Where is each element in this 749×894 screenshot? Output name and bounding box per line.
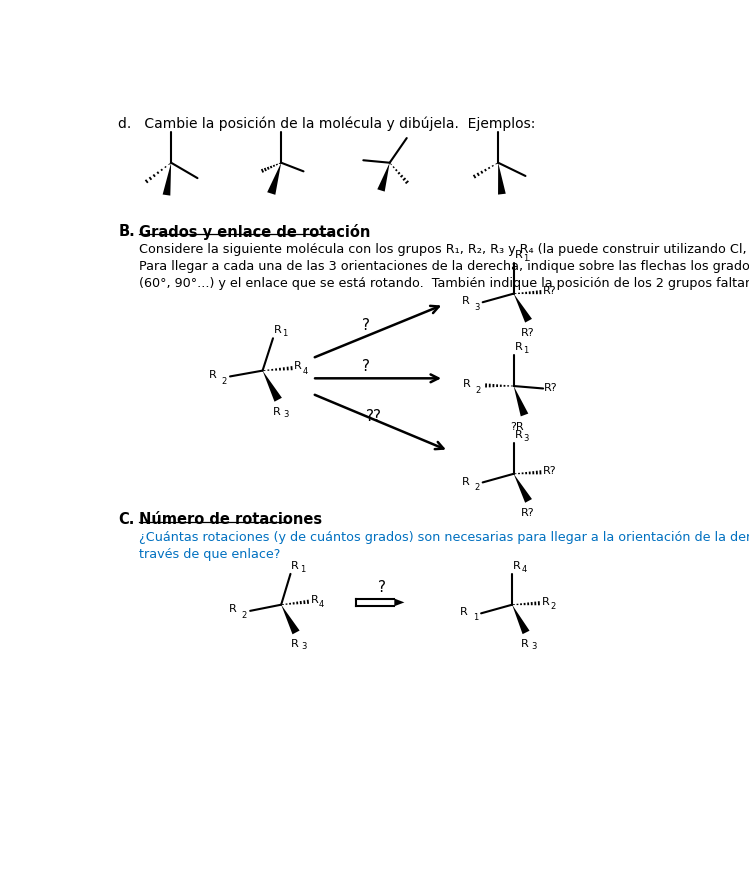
Text: 3: 3 xyxy=(283,409,288,418)
Polygon shape xyxy=(514,386,528,417)
Text: 3: 3 xyxy=(523,434,528,443)
Text: R: R xyxy=(229,604,237,614)
Polygon shape xyxy=(514,474,532,502)
Text: R: R xyxy=(291,561,299,571)
Text: R: R xyxy=(461,477,470,486)
Text: R: R xyxy=(513,561,521,571)
Polygon shape xyxy=(498,163,506,195)
Text: ?: ? xyxy=(363,359,371,375)
Polygon shape xyxy=(281,604,300,635)
Text: R: R xyxy=(464,379,471,389)
Text: 2: 2 xyxy=(242,611,247,620)
Text: Para llegar a cada una de las 3 orientaciones de la derecha, indique sobre las f: Para llegar a cada una de las 3 orientac… xyxy=(139,260,749,273)
Text: 1: 1 xyxy=(473,613,478,622)
Text: R?: R? xyxy=(521,508,535,518)
Text: R: R xyxy=(515,430,522,440)
Text: R: R xyxy=(294,361,302,372)
Text: 1: 1 xyxy=(523,346,528,355)
Text: B.: B. xyxy=(118,224,135,240)
Text: 4: 4 xyxy=(303,367,308,375)
Text: través de que enlace?: través de que enlace? xyxy=(139,548,280,561)
Text: 2: 2 xyxy=(474,484,479,493)
Text: Considere la siguiente molécula con los grupos R₁, R₂, R₃ y R₄ (la puede constru: Considere la siguiente molécula con los … xyxy=(139,243,749,256)
Text: ?: ? xyxy=(378,580,386,595)
Text: R: R xyxy=(273,407,281,417)
Text: 2: 2 xyxy=(222,376,227,385)
Polygon shape xyxy=(263,371,282,401)
Text: R: R xyxy=(461,297,470,307)
Text: (60°, 90°...) y el enlace que se está rotando.  También indique la posición de l: (60°, 90°...) y el enlace que se está ro… xyxy=(139,276,749,290)
Text: R: R xyxy=(460,607,468,617)
Text: Grados y enlace de rotación: Grados y enlace de rotación xyxy=(139,224,370,240)
Text: R: R xyxy=(542,596,549,607)
Text: d.   Cambie la posición de la molécula y dibújela.  Ejemplos:: d. Cambie la posición de la molécula y d… xyxy=(118,116,536,131)
Polygon shape xyxy=(394,599,404,606)
Text: R?: R? xyxy=(543,466,557,476)
Polygon shape xyxy=(377,163,389,191)
Text: Número de rotaciones: Número de rotaciones xyxy=(139,512,322,527)
Text: 1: 1 xyxy=(282,329,288,338)
Text: R: R xyxy=(291,639,298,649)
Text: ?: ? xyxy=(363,318,371,333)
Text: ¿Cuántas rotaciones (y de cuántos grados) son necesarias para llegar a la orient: ¿Cuántas rotaciones (y de cuántos grados… xyxy=(139,531,749,544)
Text: 3: 3 xyxy=(531,643,536,652)
Text: 1: 1 xyxy=(523,254,528,263)
Text: R: R xyxy=(274,325,282,335)
Polygon shape xyxy=(514,293,532,323)
Polygon shape xyxy=(512,604,530,634)
Text: C.: C. xyxy=(118,512,135,527)
Text: R: R xyxy=(515,342,522,352)
Text: 4: 4 xyxy=(521,565,527,574)
Text: ?R: ?R xyxy=(510,422,524,432)
Polygon shape xyxy=(267,163,281,195)
Text: 1: 1 xyxy=(300,565,305,574)
Text: ??: ?? xyxy=(366,409,382,425)
Text: R?: R? xyxy=(521,328,535,338)
Text: R?: R? xyxy=(543,285,557,296)
Text: 4: 4 xyxy=(319,600,324,609)
Polygon shape xyxy=(163,163,171,196)
Text: 3: 3 xyxy=(474,303,479,312)
Text: 2: 2 xyxy=(476,385,481,394)
Text: R: R xyxy=(521,639,528,649)
Text: R: R xyxy=(311,595,318,605)
Text: 3: 3 xyxy=(301,643,306,652)
Text: 2: 2 xyxy=(550,602,555,611)
Text: R: R xyxy=(515,249,522,260)
Text: R: R xyxy=(209,370,217,380)
Text: R?: R? xyxy=(544,383,557,392)
